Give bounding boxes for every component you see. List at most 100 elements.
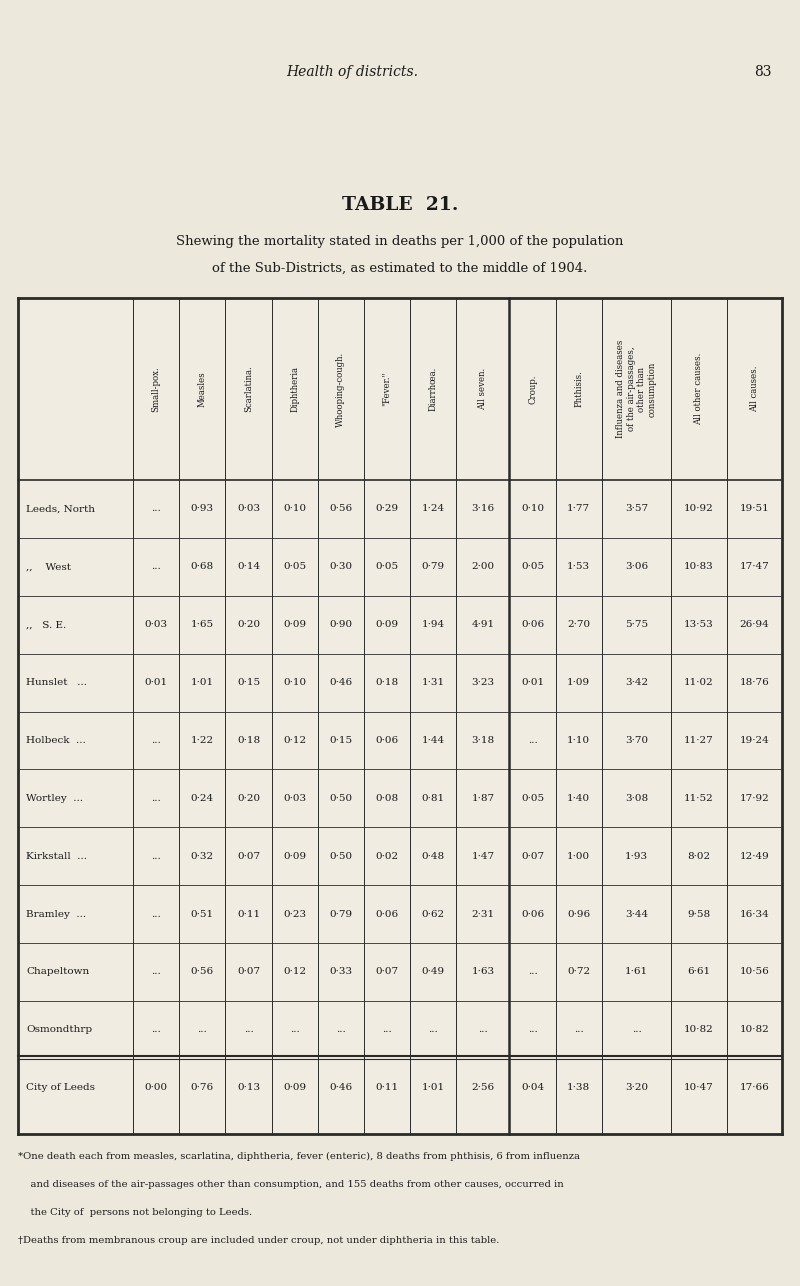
Text: 0·79: 0·79 xyxy=(330,909,353,918)
Text: 1·31: 1·31 xyxy=(422,678,445,687)
Text: 0·68: 0·68 xyxy=(190,562,214,571)
Text: 0·48: 0·48 xyxy=(422,851,445,860)
Text: 0·06: 0·06 xyxy=(375,736,398,745)
Text: 0·07: 0·07 xyxy=(237,851,260,860)
Text: ...: ... xyxy=(244,1025,254,1034)
Text: 2·56: 2·56 xyxy=(471,1083,494,1092)
Text: 1·61: 1·61 xyxy=(625,967,648,976)
Text: 11·27: 11·27 xyxy=(684,736,714,745)
Text: Scarlatina.: Scarlatina. xyxy=(244,365,253,413)
Text: 0·00: 0·00 xyxy=(145,1083,168,1092)
Text: Hunslet   ...: Hunslet ... xyxy=(26,678,87,687)
Text: Diarrhœa.: Diarrhœa. xyxy=(429,367,438,412)
Text: 0·05: 0·05 xyxy=(521,793,544,802)
Text: 19·24: 19·24 xyxy=(739,736,769,745)
Text: 0·09: 0·09 xyxy=(283,620,306,629)
Text: 1·09: 1·09 xyxy=(567,678,590,687)
Text: ...: ... xyxy=(151,967,161,976)
Text: 3·18: 3·18 xyxy=(471,736,494,745)
Text: ...: ... xyxy=(478,1025,488,1034)
Text: 1·22: 1·22 xyxy=(190,736,214,745)
Text: 0·05: 0·05 xyxy=(375,562,398,571)
Text: "Fever.": "Fever." xyxy=(382,372,391,406)
Text: 0·18: 0·18 xyxy=(237,736,260,745)
Text: ...: ... xyxy=(528,736,538,745)
Text: Small-pox.: Small-pox. xyxy=(151,367,161,412)
Text: 3·42: 3·42 xyxy=(625,678,648,687)
Text: 1·10: 1·10 xyxy=(567,736,590,745)
Text: 0·90: 0·90 xyxy=(330,620,353,629)
Text: 0·72: 0·72 xyxy=(567,967,590,976)
Text: ,,   S. E.: ,, S. E. xyxy=(26,620,66,629)
Text: 3·57: 3·57 xyxy=(625,504,648,513)
Text: ...: ... xyxy=(632,1025,642,1034)
Text: 18·76: 18·76 xyxy=(739,678,769,687)
Text: 12·49: 12·49 xyxy=(739,851,769,860)
Text: 0·18: 0·18 xyxy=(375,678,398,687)
Text: ...: ... xyxy=(151,504,161,513)
Text: 0·05: 0·05 xyxy=(521,562,544,571)
Text: ...: ... xyxy=(198,1025,207,1034)
Text: 9·58: 9·58 xyxy=(687,909,710,918)
Text: 1·44: 1·44 xyxy=(422,736,445,745)
Text: 1·01: 1·01 xyxy=(422,1083,445,1092)
Text: 2·00: 2·00 xyxy=(471,562,494,571)
Text: 10·92: 10·92 xyxy=(684,504,714,513)
Bar xyxy=(18,298,782,1134)
Text: ...: ... xyxy=(151,909,161,918)
Text: 0·09: 0·09 xyxy=(283,851,306,860)
Text: 0·07: 0·07 xyxy=(237,967,260,976)
Text: 0·06: 0·06 xyxy=(521,909,544,918)
Text: Whooping-cough.: Whooping-cough. xyxy=(336,351,346,427)
Text: ...: ... xyxy=(336,1025,346,1034)
Text: Osmondthrp: Osmondthrp xyxy=(26,1025,92,1034)
Text: City of Leeds: City of Leeds xyxy=(26,1083,95,1092)
Text: 0·15: 0·15 xyxy=(330,736,353,745)
Text: 0·79: 0·79 xyxy=(422,562,445,571)
Text: 0·46: 0·46 xyxy=(330,678,353,687)
Text: 0·62: 0·62 xyxy=(422,909,445,918)
Text: 0·50: 0·50 xyxy=(330,851,353,860)
Text: 0·50: 0·50 xyxy=(330,793,353,802)
Text: 0·20: 0·20 xyxy=(237,620,260,629)
Text: 8·02: 8·02 xyxy=(687,851,710,860)
Text: ...: ... xyxy=(528,1025,538,1034)
Text: ...: ... xyxy=(528,967,538,976)
Text: 1·00: 1·00 xyxy=(567,851,590,860)
Text: 0·13: 0·13 xyxy=(237,1083,260,1092)
Text: 0·03: 0·03 xyxy=(237,504,260,513)
Text: 0·10: 0·10 xyxy=(283,678,306,687)
Text: 0·76: 0·76 xyxy=(190,1083,214,1092)
Text: 0·30: 0·30 xyxy=(330,562,353,571)
Text: 13·53: 13·53 xyxy=(684,620,714,629)
Text: All seven.: All seven. xyxy=(478,368,487,410)
Text: ...: ... xyxy=(151,736,161,745)
Text: 0·10: 0·10 xyxy=(521,504,544,513)
Text: Croup.: Croup. xyxy=(528,374,537,404)
Text: 1·40: 1·40 xyxy=(567,793,590,802)
Text: ...: ... xyxy=(574,1025,584,1034)
Text: 0·51: 0·51 xyxy=(190,909,214,918)
Text: 1·01: 1·01 xyxy=(190,678,214,687)
Text: 3·06: 3·06 xyxy=(625,562,648,571)
Text: 0·11: 0·11 xyxy=(375,1083,398,1092)
Text: 19·51: 19·51 xyxy=(739,504,769,513)
Text: 0·14: 0·14 xyxy=(237,562,260,571)
Text: 3·20: 3·20 xyxy=(625,1083,648,1092)
Text: 0·32: 0·32 xyxy=(190,851,214,860)
Text: Measles: Measles xyxy=(198,372,206,406)
Text: 10·47: 10·47 xyxy=(684,1083,714,1092)
Text: 0·11: 0·11 xyxy=(237,909,260,918)
Text: 3·70: 3·70 xyxy=(625,736,648,745)
Text: †Deaths from membranous croup are included under croup, not under diphtheria in : †Deaths from membranous croup are includ… xyxy=(18,1236,499,1245)
Text: Holbeck  ...: Holbeck ... xyxy=(26,736,86,745)
Text: ...: ... xyxy=(382,1025,392,1034)
Text: Influenza and diseases
of the air-passages,
other than
consumption: Influenza and diseases of the air-passag… xyxy=(616,340,657,439)
Text: 16·34: 16·34 xyxy=(739,909,769,918)
Text: ...: ... xyxy=(151,793,161,802)
Text: Kirkstall  ...: Kirkstall ... xyxy=(26,851,87,860)
Text: 0·04: 0·04 xyxy=(521,1083,544,1092)
Text: 0·05: 0·05 xyxy=(283,562,306,571)
Text: 26·94: 26·94 xyxy=(739,620,769,629)
Text: Leeds, North: Leeds, North xyxy=(26,504,95,513)
